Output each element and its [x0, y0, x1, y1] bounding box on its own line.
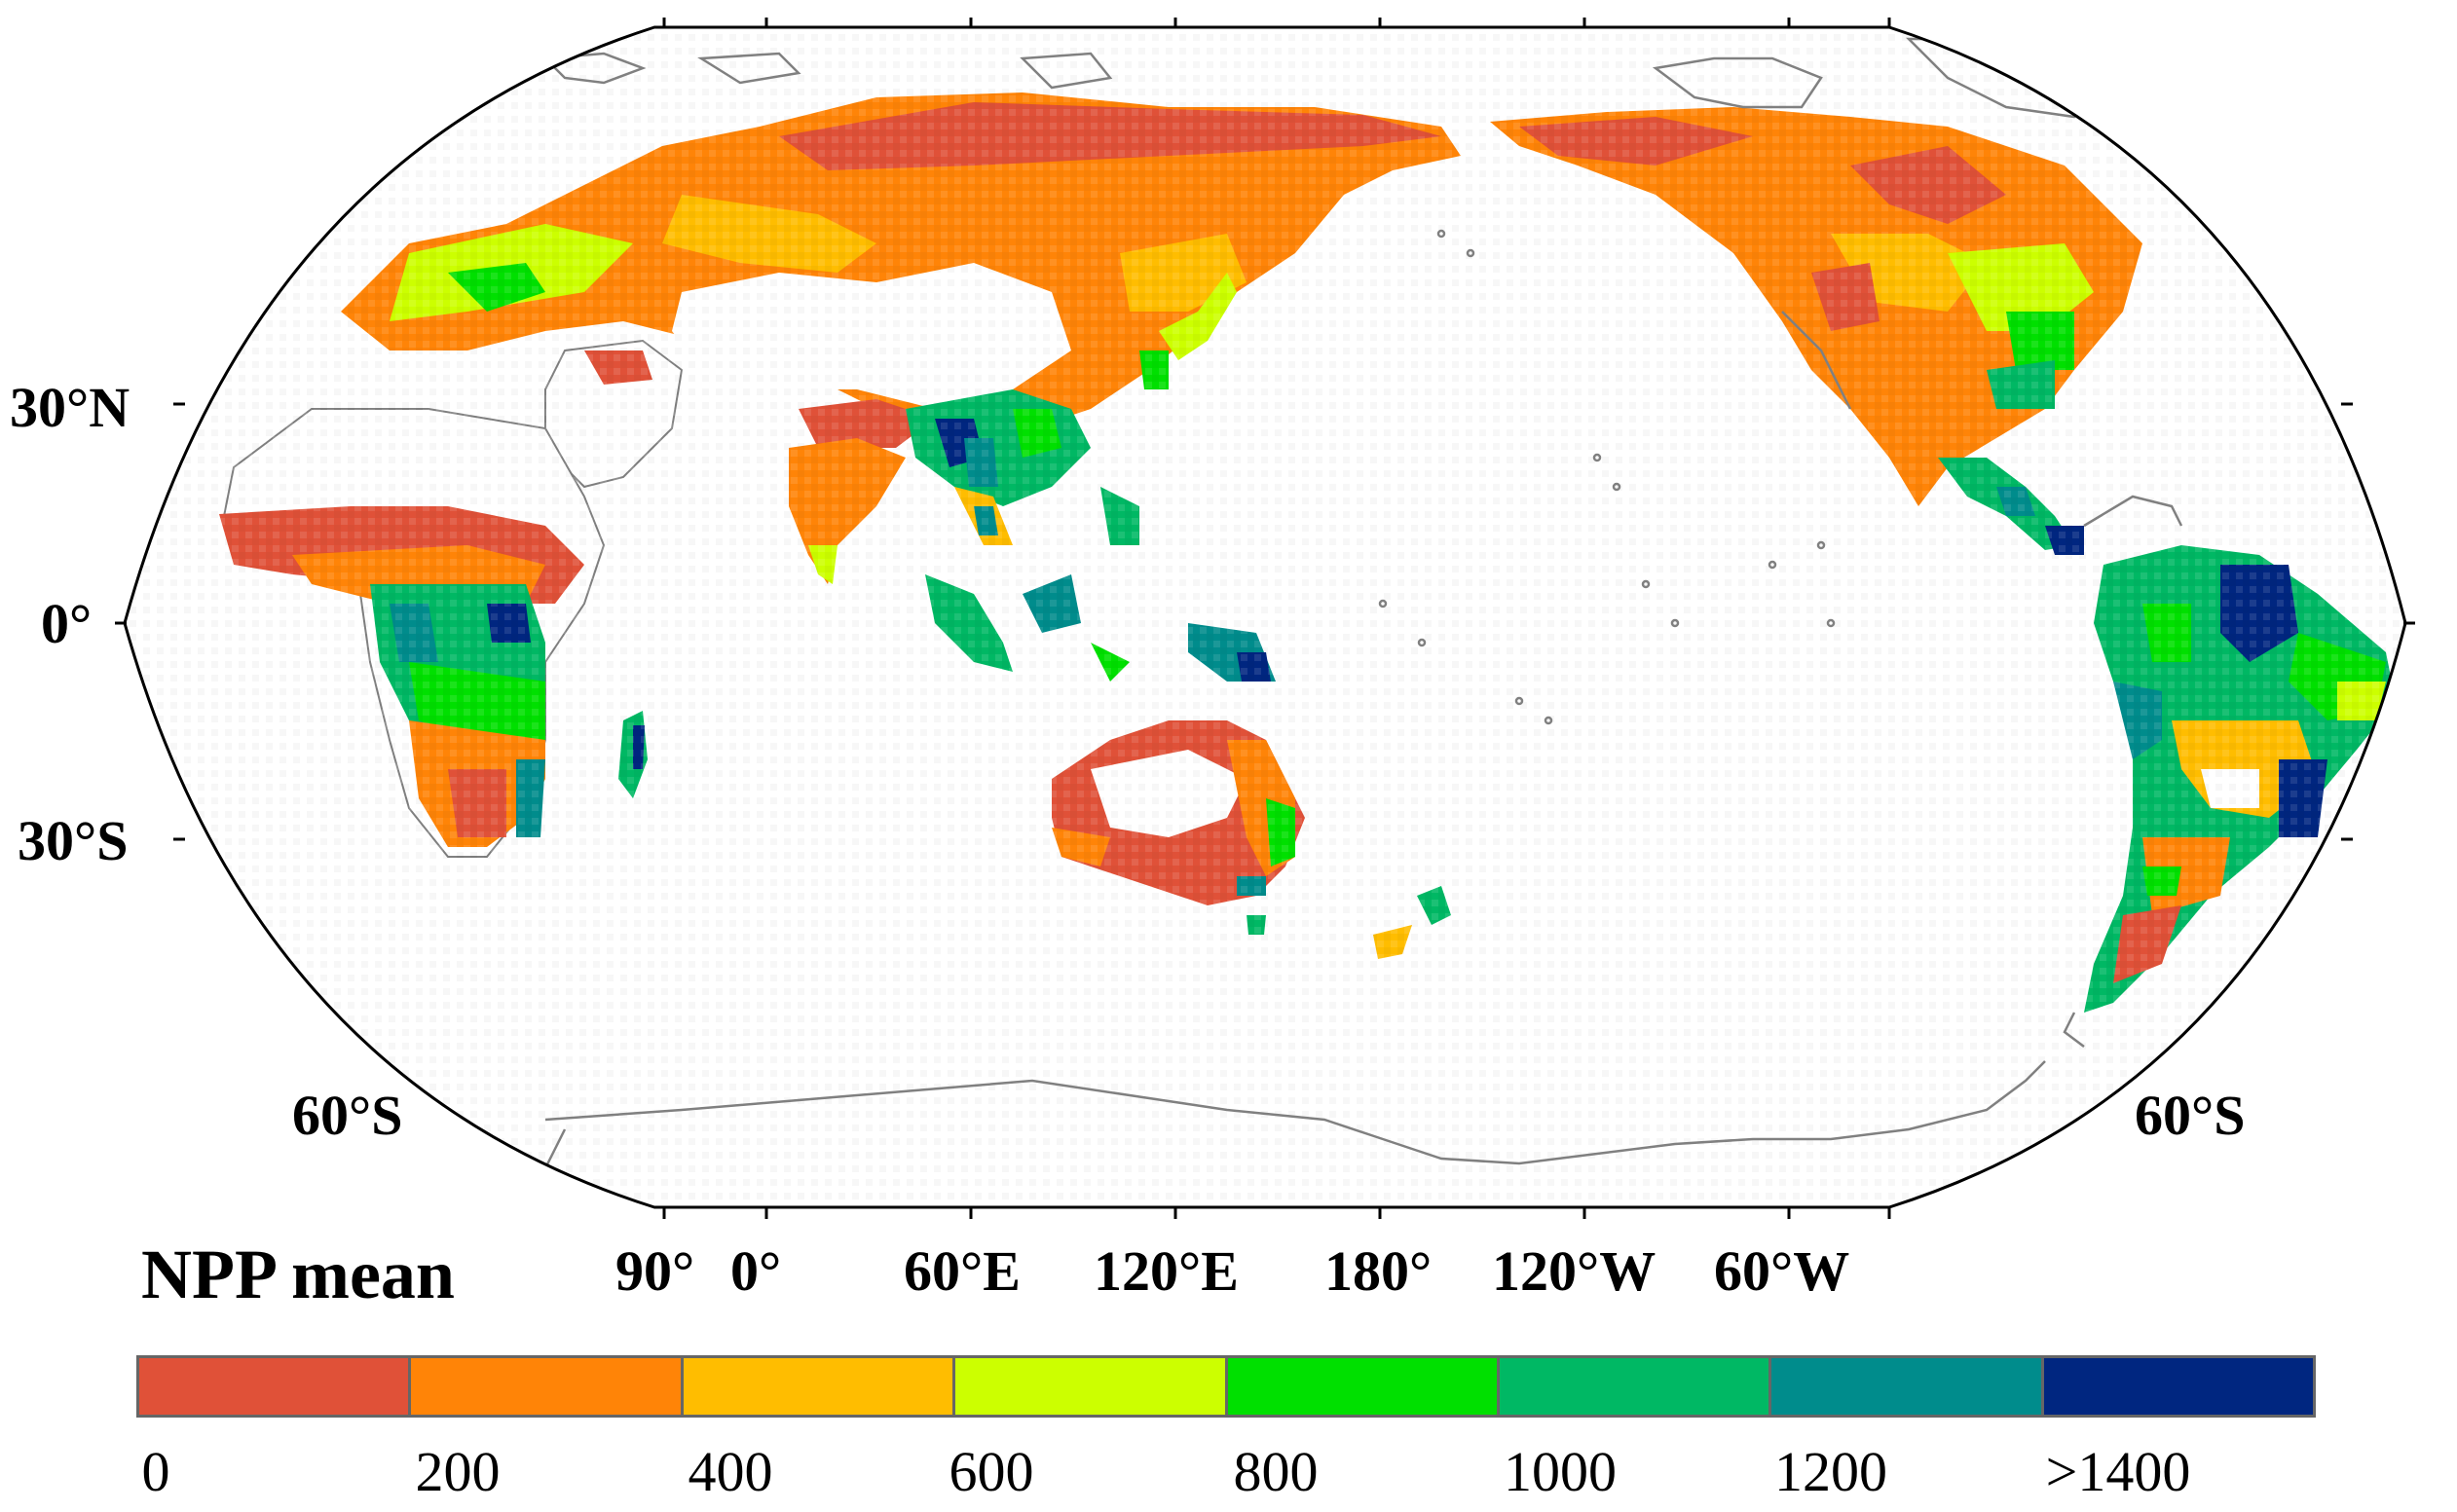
legend-swatch-200 [411, 1358, 684, 1415]
legend-swatch-1000 [1499, 1358, 1772, 1415]
legend-tick-label: 400 [688, 1440, 773, 1503]
legend-swatch-600 [955, 1358, 1228, 1415]
lon-label-90: 90° [615, 1239, 694, 1303]
legend-colorbar [136, 1355, 2316, 1418]
lat-label-30s: 30°S [18, 809, 128, 872]
lat-label-60s-left: 60°S [292, 1084, 402, 1147]
lon-label-60w: 60°W [1714, 1239, 1849, 1303]
legend-tick-label: 1000 [1504, 1440, 1617, 1503]
legend-tick-label: 800 [1233, 1440, 1319, 1503]
legend-swatch-1400plus [2043, 1358, 2313, 1415]
legend-tick-label: 1200 [1774, 1440, 1887, 1503]
legend-swatch-400 [683, 1358, 956, 1415]
lon-label-180: 180° [1324, 1239, 1432, 1303]
legend-tick-label: >1400 [2045, 1440, 2191, 1503]
lon-label-60e: 60°E [904, 1239, 1021, 1303]
lat-label-equator: 0° [41, 592, 92, 655]
lon-label-120e: 120°E [1094, 1239, 1239, 1303]
land-masses [125, 27, 2405, 1207]
legend-tick-label: 600 [949, 1440, 1034, 1503]
lat-label-30n: 30°N [10, 376, 130, 439]
lat-label-60s-right: 60°S [2135, 1084, 2245, 1147]
legend-tick-label: 200 [415, 1440, 501, 1503]
legend-title: NPP mean [141, 1235, 455, 1313]
lon-label-120w: 120°W [1492, 1239, 1656, 1303]
legend-swatch-1200 [1771, 1358, 2044, 1415]
legend-swatch-0 [139, 1358, 412, 1415]
lon-ticks [662, 18, 1891, 1219]
legend-tick-label: 0 [141, 1440, 170, 1503]
lon-label-0: 0° [730, 1239, 781, 1303]
legend-swatch-800 [1227, 1358, 1500, 1415]
lat-ticks [115, 402, 2415, 841]
